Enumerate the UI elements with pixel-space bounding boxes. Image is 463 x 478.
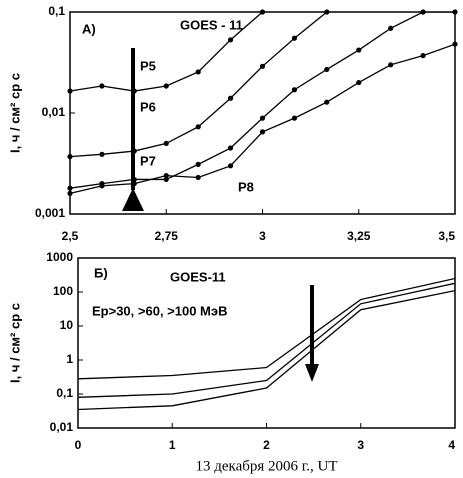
y-tick-label: 100 — [53, 284, 73, 298]
x-tick-label: 3,5 — [438, 229, 455, 243]
point — [227, 95, 234, 101]
event-marker — [122, 188, 144, 211]
arrow-head — [305, 364, 319, 382]
x-tick-label: 3 — [357, 438, 364, 452]
x-tick-label: 1 — [169, 438, 176, 452]
point — [195, 174, 201, 181]
annotation: P5 — [140, 58, 156, 73]
point — [324, 66, 330, 73]
point — [420, 53, 426, 59]
annotation: P8 — [238, 179, 254, 194]
point — [259, 9, 266, 15]
annotation: P7 — [140, 153, 156, 168]
y-tick-label: 0,001 — [35, 206, 65, 220]
point — [227, 37, 234, 43]
y-tick-label: 1 — [66, 352, 73, 366]
point — [99, 183, 105, 189]
x-tick-label: 0 — [75, 438, 82, 452]
point — [99, 151, 105, 157]
y-axis-label: I, ч / см² ср с — [7, 303, 22, 383]
annotation: Ep>30, >60, >100 МэВ — [92, 303, 227, 318]
point — [195, 161, 201, 167]
point — [227, 163, 234, 169]
y-tick-label: 0,01 — [42, 105, 66, 119]
y-tick-label: 0,1 — [56, 386, 73, 400]
point — [163, 172, 169, 179]
point — [324, 9, 330, 15]
point — [452, 9, 458, 15]
point — [163, 83, 169, 89]
point — [259, 129, 266, 135]
annotation: GOES - 11 — [180, 17, 243, 32]
x-tick-label: 3 — [259, 229, 266, 243]
annotation: GOES-11 — [170, 269, 226, 284]
point — [452, 41, 458, 47]
annotation: Б) — [94, 265, 108, 280]
annotation: А) — [82, 21, 96, 36]
point — [131, 88, 137, 94]
point — [131, 180, 137, 187]
point — [356, 79, 362, 86]
point — [388, 62, 394, 68]
point — [388, 25, 394, 31]
point — [356, 47, 362, 53]
y-tick-label: 0,1 — [48, 4, 65, 18]
point — [131, 176, 137, 183]
point — [163, 140, 169, 147]
series-line — [78, 282, 455, 398]
point — [227, 145, 234, 151]
x-tick-label: 2,5 — [62, 229, 79, 243]
x-tick-label: 3,25 — [347, 229, 371, 243]
point — [99, 83, 105, 89]
plot-frame — [77, 257, 456, 429]
point — [291, 87, 298, 93]
y-tick-label: 1000 — [46, 250, 73, 264]
series-line — [78, 289, 455, 411]
y-axis-label: I, ч / см² ср с — [7, 73, 22, 153]
point — [324, 99, 330, 105]
point — [291, 115, 298, 121]
x-tick-label: 4 — [448, 438, 455, 452]
series-line — [78, 277, 455, 380]
series-line — [70, 12, 328, 158]
point — [131, 148, 137, 154]
point — [67, 190, 73, 196]
point — [67, 154, 73, 160]
point — [163, 176, 169, 183]
point — [291, 35, 298, 41]
x-tick-label: 2 — [263, 438, 270, 452]
point — [259, 115, 266, 121]
y-tick-label: 10 — [60, 318, 74, 332]
point — [195, 69, 201, 75]
series-line — [70, 12, 455, 189]
x-tick-label: 2,75 — [155, 229, 179, 243]
point — [420, 9, 426, 15]
point — [259, 63, 266, 69]
point — [67, 185, 73, 191]
y-tick-label: 0,01 — [50, 420, 74, 434]
point — [67, 88, 73, 94]
point — [195, 124, 201, 130]
annotation: P6 — [140, 99, 156, 114]
x-axis-label: 13 декабря 2006 г., UT — [196, 458, 338, 474]
